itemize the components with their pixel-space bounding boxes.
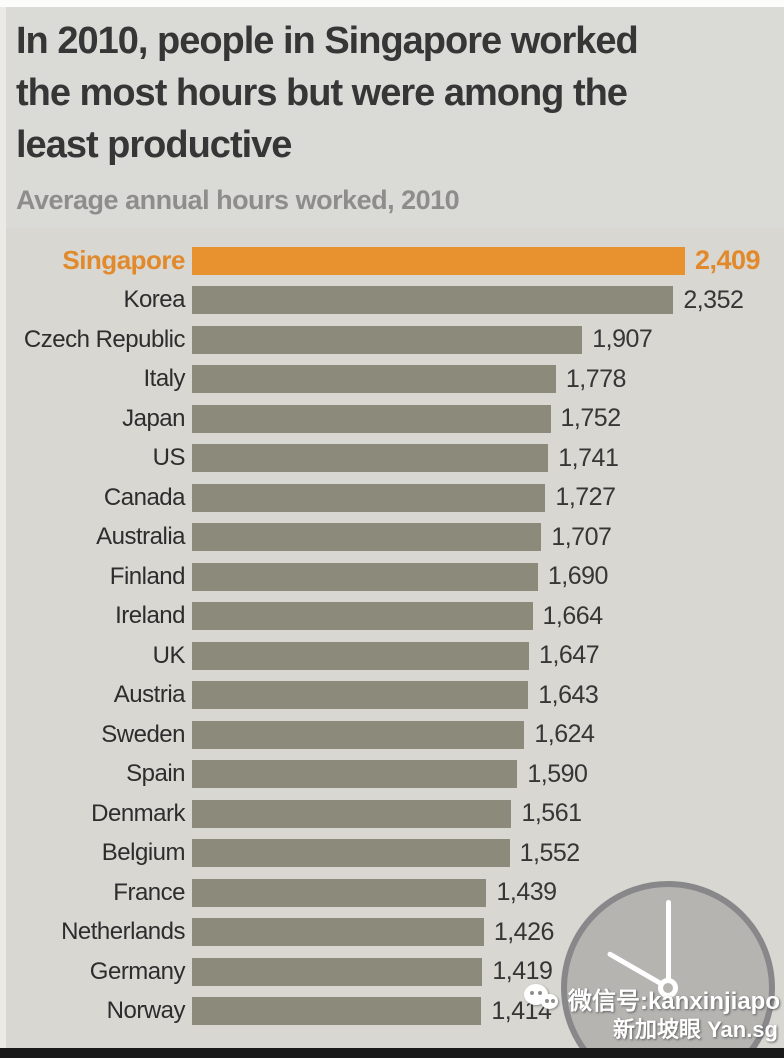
value-label: 1,426 [493,917,555,946]
chart-row: Canada 1,727 [0,478,784,518]
category-label: Ireland [115,602,185,630]
value-label: 1,707 [551,522,612,551]
bar [192,760,518,789]
bar [192,720,525,749]
category-label: Singapore [62,245,185,276]
chart-row: Ireland 1,664 [0,597,784,637]
value-label: 1,552 [519,838,581,867]
bar [192,325,583,354]
bar [192,997,482,1026]
bar [192,404,551,433]
clock-minute-hand [665,900,671,988]
value-label: 2,352 [683,285,744,314]
value-label: 1,624 [534,720,595,749]
category-label: Sweden [101,720,185,748]
top-border [0,0,784,7]
chart-row: US 1,741 [0,439,784,479]
chart-row: Denmark 1,561 [0,794,784,834]
chart-row: Czech Republic 1,907 [0,320,784,360]
wechat-icon [523,983,560,1014]
category-label: Korea [123,286,185,314]
chart-row: France 1,439 [0,873,784,913]
chart-row: Singapore 2,409 [0,241,784,281]
chart-row: UK 1,647 [0,636,784,676]
left-border [0,7,6,1048]
value-label: 1,907 [592,325,653,354]
chart-rows: Singapore 2,409 Korea 2,352 Czech Republic 1,… [0,241,784,1031]
chart-row: Spain 1,590 [0,755,784,795]
bottom-border [0,1048,784,1058]
chart-row: Sweden 1,624 [0,715,784,755]
value-label: 1,778 [565,364,627,393]
category-label: Denmark [91,799,185,827]
value-label: 1,664 [542,601,604,630]
chart-row: Austria 1,643 [0,676,784,716]
chart-title-line-1: In 2010, people in Singapore worked [16,20,639,62]
bar [192,839,510,868]
chart-row: Belgium 1,552 [0,834,784,874]
value-label: 1,727 [555,483,616,512]
value-label: 2,409 [695,245,761,276]
bar [192,878,487,907]
watermark-line-2: 新加坡眼 Yan.sg [612,1017,778,1042]
bar [192,562,538,591]
value-label: 1,439 [496,878,557,907]
bar [192,246,685,275]
chart-row: Japan 1,752 [0,399,784,439]
category-label: Italy [143,365,185,393]
watermark-wechat-id: 微信号:kanxinjiapo [567,988,780,1015]
category-label: Australia [96,523,185,551]
bar [192,523,542,552]
bar [192,444,549,473]
chart-row: Italy 1,778 [0,360,784,400]
watermark: 微信号:kanxinjiapo 新加坡眼 Yan.sg [523,981,780,1044]
clock-center [658,978,678,998]
category-label: UK [152,641,186,669]
chart-row: Korea 2,352 [0,281,784,321]
value-label: 1,561 [521,799,582,828]
bar [192,286,674,315]
category-label: Germany [89,957,186,985]
value-label: 1,752 [560,404,622,433]
clock-icon [561,881,775,1058]
chart-row: Germany 1,419 [0,952,784,992]
bar-chart: Singapore 2,409 Korea 2,352 Czech Republic 1,… [0,228,784,1048]
bar [192,799,512,828]
category-label: Czech Republic [23,325,186,353]
bar [192,681,529,710]
category-label: Belgium [101,839,186,867]
category-label: Finland [109,562,186,590]
chart-title-line-3: least productive [16,124,292,166]
chart-row: Australia 1,707 [0,518,784,558]
category-label: Japan [122,404,185,432]
category-label: Canada [103,483,186,511]
category-label: Norway [106,997,186,1025]
bar [192,641,530,670]
category-label: France [113,878,185,906]
value-label: 1,590 [527,759,588,788]
value-label: 1,647 [539,641,600,670]
value-label: 1,741 [558,443,619,472]
chart-row: Finland 1,690 [0,557,784,597]
bar [192,957,483,986]
chart-row: Netherlands 1,426 [0,913,784,953]
chart-title-line-2: the most hours but were among the [16,72,628,114]
value-label: 1,643 [538,680,599,709]
category-label: Austria [113,681,186,709]
watermark-line-1: 微信号:kanxinjiapo [523,981,780,1016]
category-label: US [152,444,186,472]
chart-subtitle: Average annual hours worked, 2010 [16,185,460,215]
value-label: 1,690 [547,562,609,591]
bar [192,602,533,631]
chart-header: In 2010, people in Singapore worked the … [0,7,784,228]
category-label: Netherlands [61,918,185,946]
bar [192,365,556,394]
bar [192,483,546,512]
value-label: 1,419 [492,957,553,986]
category-label: Spain [126,760,185,788]
bar [192,918,484,947]
